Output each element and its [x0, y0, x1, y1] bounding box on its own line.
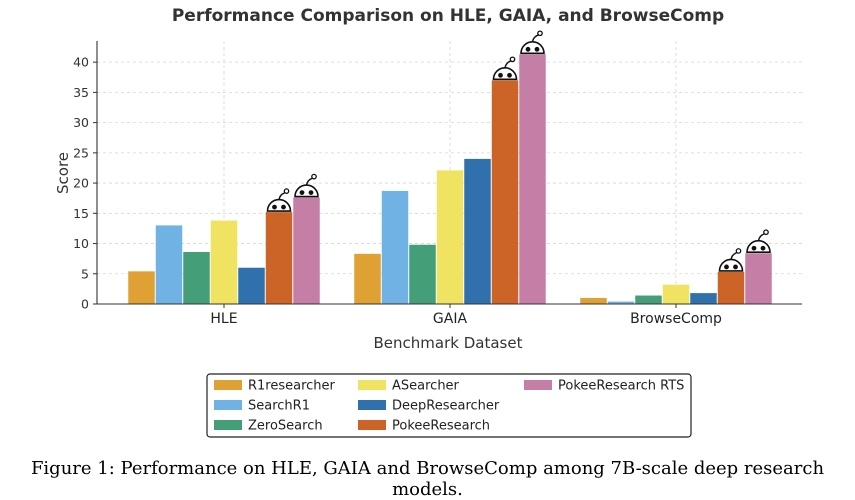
- x-tick-label: HLE: [210, 311, 237, 327]
- y-tick-label: 35: [73, 85, 89, 100]
- y-axis-label: Score: [54, 152, 72, 194]
- pokee-mascot-icon: [266, 188, 292, 212]
- pokee-mascot-icon: [294, 173, 319, 198]
- y-tick-label: 25: [73, 145, 89, 160]
- y-tick-label: 0: [81, 297, 89, 312]
- legend-swatch: [358, 400, 386, 410]
- pokee-mascot-icon: [520, 30, 545, 55]
- legend-swatch: [214, 400, 242, 410]
- bar-searchr1-browsecomp: [607, 301, 635, 304]
- bar-r1researcher-hle: [128, 271, 155, 304]
- y-tick-label: 15: [73, 206, 89, 221]
- pokee-mascot-icon: [746, 229, 771, 254]
- bar-asearcher-browsecomp: [662, 284, 690, 304]
- bars: [128, 54, 772, 305]
- bar-pokeeresearch-rts-gaia: [519, 54, 546, 305]
- x-axis-label: Benchmark Dataset: [374, 334, 523, 352]
- y-tick-label: 40: [73, 55, 89, 70]
- bar-pokeeresearch-gaia: [491, 80, 519, 304]
- bar-asearcher-gaia: [436, 170, 464, 304]
- bar-zerosearch-gaia: [409, 244, 436, 304]
- legend-swatch: [214, 420, 242, 430]
- pokee-mascot-icon: [718, 248, 744, 272]
- legend-label: ASearcher: [392, 379, 460, 394]
- legend-label: PokeeResearch RTS: [558, 379, 684, 394]
- legend-box: [206, 373, 692, 438]
- bar-r1researcher-browsecomp: [580, 297, 607, 304]
- bar-searchr1-gaia: [381, 190, 409, 304]
- x-tick-label: BrowseComp: [630, 311, 722, 327]
- x-tick-label: GAIA: [433, 311, 468, 327]
- bar-pokeeresearch-browsecomp: [717, 271, 745, 304]
- bar-searchr1-hle: [155, 225, 183, 304]
- bar-pokeeresearch-hle: [265, 212, 293, 304]
- legend-label: PokeeResearch: [392, 419, 490, 434]
- bar-r1researcher-gaia: [354, 253, 381, 304]
- legend-label: R1researcher: [248, 379, 336, 394]
- bar-pokeeresearch-rts-hle: [293, 197, 320, 304]
- bar-zerosearch-browsecomp: [635, 295, 662, 304]
- legend-label: ZeroSearch: [248, 419, 323, 434]
- legend-swatch: [214, 380, 242, 390]
- legend-swatch: [358, 420, 386, 430]
- pokee-mascot-icon: [492, 56, 518, 81]
- bar-zerosearch-hle: [183, 252, 210, 304]
- y-tick-label: 5: [81, 266, 89, 281]
- legend: R1researcher SearchR1 ZeroSearch ASearcher D…: [206, 373, 692, 438]
- y-tick-label: 30: [73, 115, 89, 130]
- bar-chart: Performance Comparison on HLE, GAIA, and…: [54, 6, 802, 438]
- bar-pokeeresearch-rts-browsecomp: [745, 253, 772, 304]
- legend-swatch: [358, 380, 386, 390]
- mascots: [266, 30, 771, 272]
- legend-swatch: [524, 380, 552, 390]
- bar-asearcher-hle: [210, 220, 238, 304]
- y-tick-label: 10: [73, 236, 89, 251]
- axes: 0 5 10 15 20 25 30 35 40 HLE GAIA BrowseComp: [73, 41, 802, 327]
- bar-deepresearcher-browsecomp: [690, 293, 717, 304]
- bar-deepresearcher-gaia: [464, 158, 491, 304]
- legend-label: DeepResearcher: [392, 399, 500, 414]
- y-tick-label: 20: [73, 176, 89, 191]
- chart-title: Performance Comparison on HLE, GAIA, and…: [172, 6, 724, 26]
- grid: [97, 41, 802, 304]
- figure-caption: Figure 1: Performance on HLE, GAIA and B…: [30, 458, 825, 500]
- legend-label: SearchR1: [248, 399, 310, 414]
- bar-deepresearcher-hle: [238, 267, 265, 304]
